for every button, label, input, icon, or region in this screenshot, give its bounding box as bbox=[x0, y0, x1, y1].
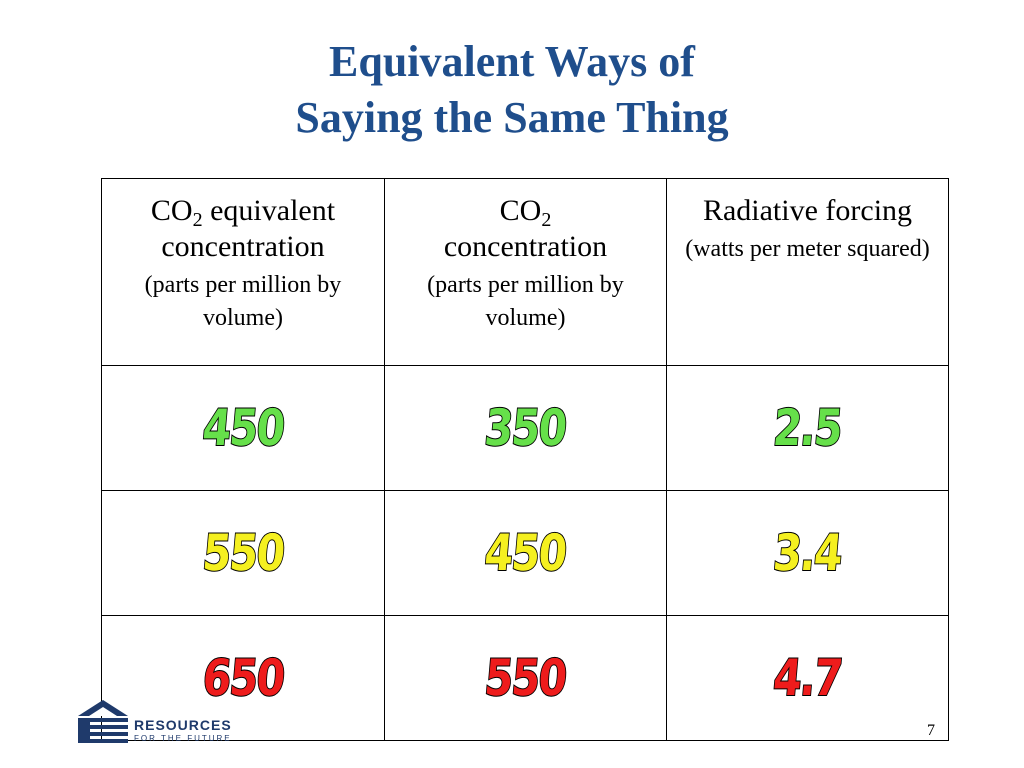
table-cell: 650 bbox=[101, 615, 385, 741]
header-label: Radiative forcing bbox=[702, 194, 913, 227]
header-label: CO2 equivalent concentration bbox=[150, 194, 336, 263]
table-cell: 550 bbox=[101, 490, 385, 616]
header-co2-equivalent: CO2 equivalent concentration (parts per … bbox=[101, 178, 385, 366]
co2-concentration-value: 350 bbox=[482, 398, 569, 458]
co2-equivalent-value: 550 bbox=[199, 523, 286, 583]
header-radiative-forcing: Radiative forcing (watts per meter squar… bbox=[666, 178, 949, 366]
table-cell: 450 bbox=[101, 365, 385, 491]
table-cell: 350 bbox=[384, 365, 667, 491]
table-cell: 2.5 bbox=[666, 365, 949, 491]
title-line-1: Equivalent Ways of bbox=[329, 37, 695, 86]
equivalence-table: CO2 equivalent concentration (parts per … bbox=[101, 178, 949, 741]
radiative-forcing-value: 3.4 bbox=[770, 523, 845, 583]
table-cell: 4.7 bbox=[666, 615, 949, 741]
table-header-row: CO2 equivalent concentration (parts per … bbox=[101, 178, 949, 366]
co2-concentration-value: 550 bbox=[482, 648, 569, 708]
logo-tagline: FOR THE FUTURE bbox=[134, 734, 232, 743]
title-line-2: Saying the Same Thing bbox=[295, 93, 729, 142]
header-label: CO2 concentration bbox=[443, 194, 608, 263]
header-unit: (watts per meter squared) bbox=[685, 236, 930, 262]
header-unit: (parts per million by volume) bbox=[144, 272, 342, 331]
table-row: 650 550 4.7 bbox=[101, 615, 949, 741]
house-stripes-icon bbox=[78, 700, 128, 743]
radiative-forcing-value: 4.7 bbox=[770, 648, 845, 708]
table-row: 550 450 3.4 bbox=[101, 490, 949, 616]
rff-logo: RESOURCES FOR THE FUTURE bbox=[76, 698, 266, 748]
table-cell: 550 bbox=[384, 615, 667, 741]
header-co2-concentration: CO2 concentration (parts per million by … bbox=[384, 178, 667, 366]
radiative-forcing-value: 2.5 bbox=[770, 398, 845, 458]
slide-title: Equivalent Ways of Saying the Same Thing bbox=[0, 34, 1024, 146]
table-cell: 3.4 bbox=[666, 490, 949, 616]
co2-concentration-value: 450 bbox=[482, 523, 569, 583]
logo-name: RESOURCES bbox=[134, 717, 232, 733]
table-cell: 450 bbox=[384, 490, 667, 616]
table-row: 450 350 2.5 bbox=[101, 365, 949, 491]
co2-equivalent-value: 450 bbox=[199, 398, 286, 458]
page-number: 7 bbox=[927, 722, 935, 739]
header-unit: (parts per million by volume) bbox=[427, 272, 624, 331]
